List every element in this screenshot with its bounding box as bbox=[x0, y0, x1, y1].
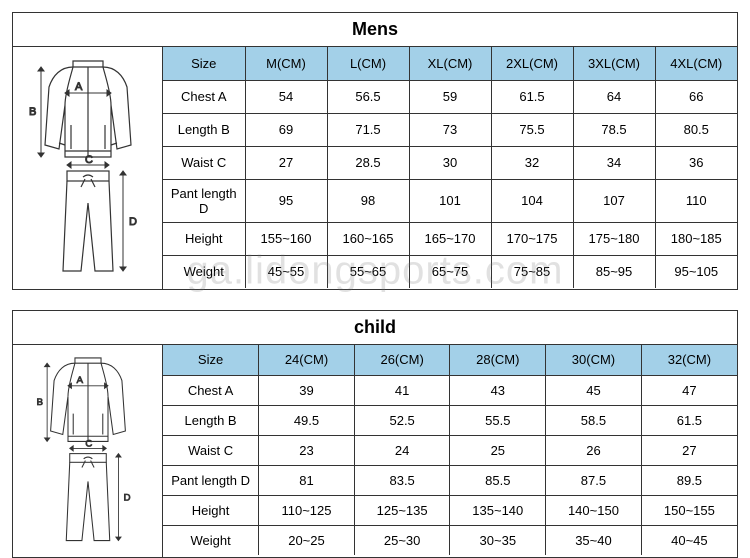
col-3xl: 3XL(CM) bbox=[573, 47, 655, 80]
col-4xl: 4XL(CM) bbox=[655, 47, 737, 80]
tracksuit-diagram-icon: A B C bbox=[23, 351, 153, 551]
table-header-row: Size M(CM) L(CM) XL(CM) 2XL(CM) 3XL(CM) … bbox=[163, 47, 737, 80]
mens-size-chart: Mens bbox=[12, 12, 738, 290]
label-c: C bbox=[85, 154, 93, 166]
mens-diagram: A B C bbox=[13, 47, 163, 289]
col-26: 26(CM) bbox=[354, 345, 450, 375]
table-row: Length B49.552.555.558.561.5 bbox=[163, 405, 737, 435]
mens-body: A B C bbox=[13, 47, 737, 289]
col-size: Size bbox=[163, 345, 259, 375]
child-diagram: A B C bbox=[13, 345, 163, 557]
table-row: Length B6971.57375.578.580.5 bbox=[163, 113, 737, 146]
label-d: D bbox=[129, 216, 137, 228]
col-size: Size bbox=[163, 47, 245, 80]
table-row: Chest A5456.55961.56466 bbox=[163, 80, 737, 113]
table-row: Waist C2728.530323436 bbox=[163, 146, 737, 179]
table-row: Height110~125125~135135~140140~150150~15… bbox=[163, 495, 737, 525]
label-d: D bbox=[123, 493, 130, 504]
table-row: Height155~160160~165165~170170~175175~18… bbox=[163, 222, 737, 255]
table-row: Pant length D8183.585.587.589.5 bbox=[163, 465, 737, 495]
col-2xl: 2XL(CM) bbox=[491, 47, 573, 80]
child-body: A B C bbox=[13, 345, 737, 557]
label-a: A bbox=[76, 375, 83, 386]
label-b: B bbox=[29, 106, 36, 118]
col-xl: XL(CM) bbox=[409, 47, 491, 80]
table-header-row: Size 24(CM) 26(CM) 28(CM) 30(CM) 32(CM) bbox=[163, 345, 737, 375]
child-title: child bbox=[13, 311, 737, 345]
child-size-chart: child A bbox=[12, 310, 738, 558]
mens-title: Mens bbox=[13, 13, 737, 47]
table-row: Weight45~5555~6565~7575~8585~9595~105 bbox=[163, 255, 737, 288]
label-a: A bbox=[75, 81, 83, 93]
table-row: Chest A3941434547 bbox=[163, 375, 737, 405]
mens-table: Size M(CM) L(CM) XL(CM) 2XL(CM) 3XL(CM) … bbox=[163, 47, 737, 288]
child-table: Size 24(CM) 26(CM) 28(CM) 30(CM) 32(CM) … bbox=[163, 345, 737, 555]
col-m: M(CM) bbox=[245, 47, 327, 80]
tracksuit-diagram-icon: A B C bbox=[23, 53, 153, 283]
col-l: L(CM) bbox=[327, 47, 409, 80]
child-table-wrap: Size 24(CM) 26(CM) 28(CM) 30(CM) 32(CM) … bbox=[163, 345, 737, 557]
table-row: Waist C2324252627 bbox=[163, 435, 737, 465]
col-28: 28(CM) bbox=[450, 345, 546, 375]
col-24: 24(CM) bbox=[259, 345, 355, 375]
label-b: B bbox=[36, 397, 42, 408]
label-c: C bbox=[85, 439, 92, 450]
table-row: Weight20~2525~3030~3535~4040~45 bbox=[163, 525, 737, 555]
col-30: 30(CM) bbox=[546, 345, 642, 375]
table-row: Pant length D9598101104107110 bbox=[163, 179, 737, 222]
mens-table-wrap: Size M(CM) L(CM) XL(CM) 2XL(CM) 3XL(CM) … bbox=[163, 47, 737, 289]
col-32: 32(CM) bbox=[641, 345, 737, 375]
